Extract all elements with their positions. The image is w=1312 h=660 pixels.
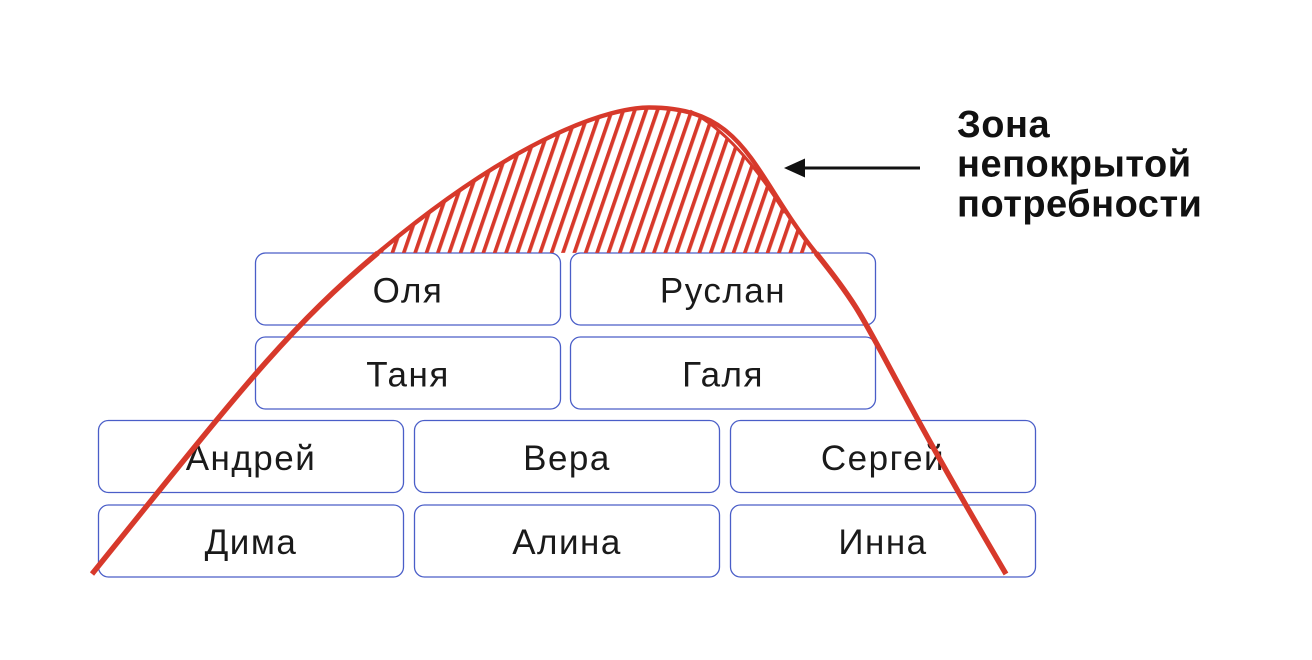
svg-text:Андрей: Андрей — [186, 439, 317, 478]
svg-text:Дима: Дима — [205, 523, 298, 562]
svg-text:Таня: Таня — [366, 356, 450, 395]
svg-text:потребности: потребности — [957, 183, 1202, 225]
svg-text:Вера: Вера — [523, 439, 611, 478]
svg-text:Сергей: Сергей — [821, 439, 945, 478]
svg-text:Зона: Зона — [957, 104, 1050, 146]
svg-text:Алина: Алина — [512, 523, 622, 562]
svg-text:Инна: Инна — [838, 523, 927, 562]
svg-text:Оля: Оля — [373, 272, 444, 311]
svg-text:Галя: Галя — [682, 356, 764, 395]
svg-text:Руслан: Руслан — [660, 272, 786, 311]
svg-text:непокрытой: непокрытой — [957, 144, 1192, 186]
